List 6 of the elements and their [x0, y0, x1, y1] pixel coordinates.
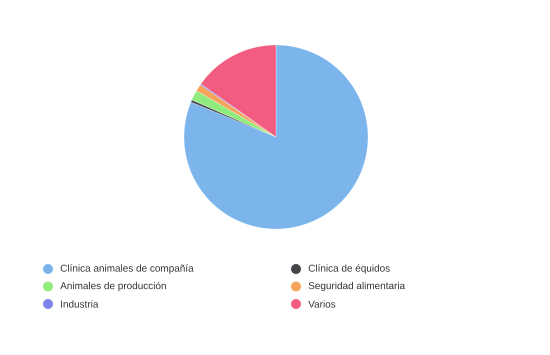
legend-label: Industria: [61, 300, 98, 308]
legend-label: Animales de producción: [60, 282, 166, 292]
legend-label: Seguridad alimentaria: [308, 282, 406, 292]
legend-label: Clínica de équidos: [308, 264, 390, 274]
legend-label: Varios: [308, 300, 336, 308]
legend-label: Clínica animales de compañía: [60, 264, 194, 274]
